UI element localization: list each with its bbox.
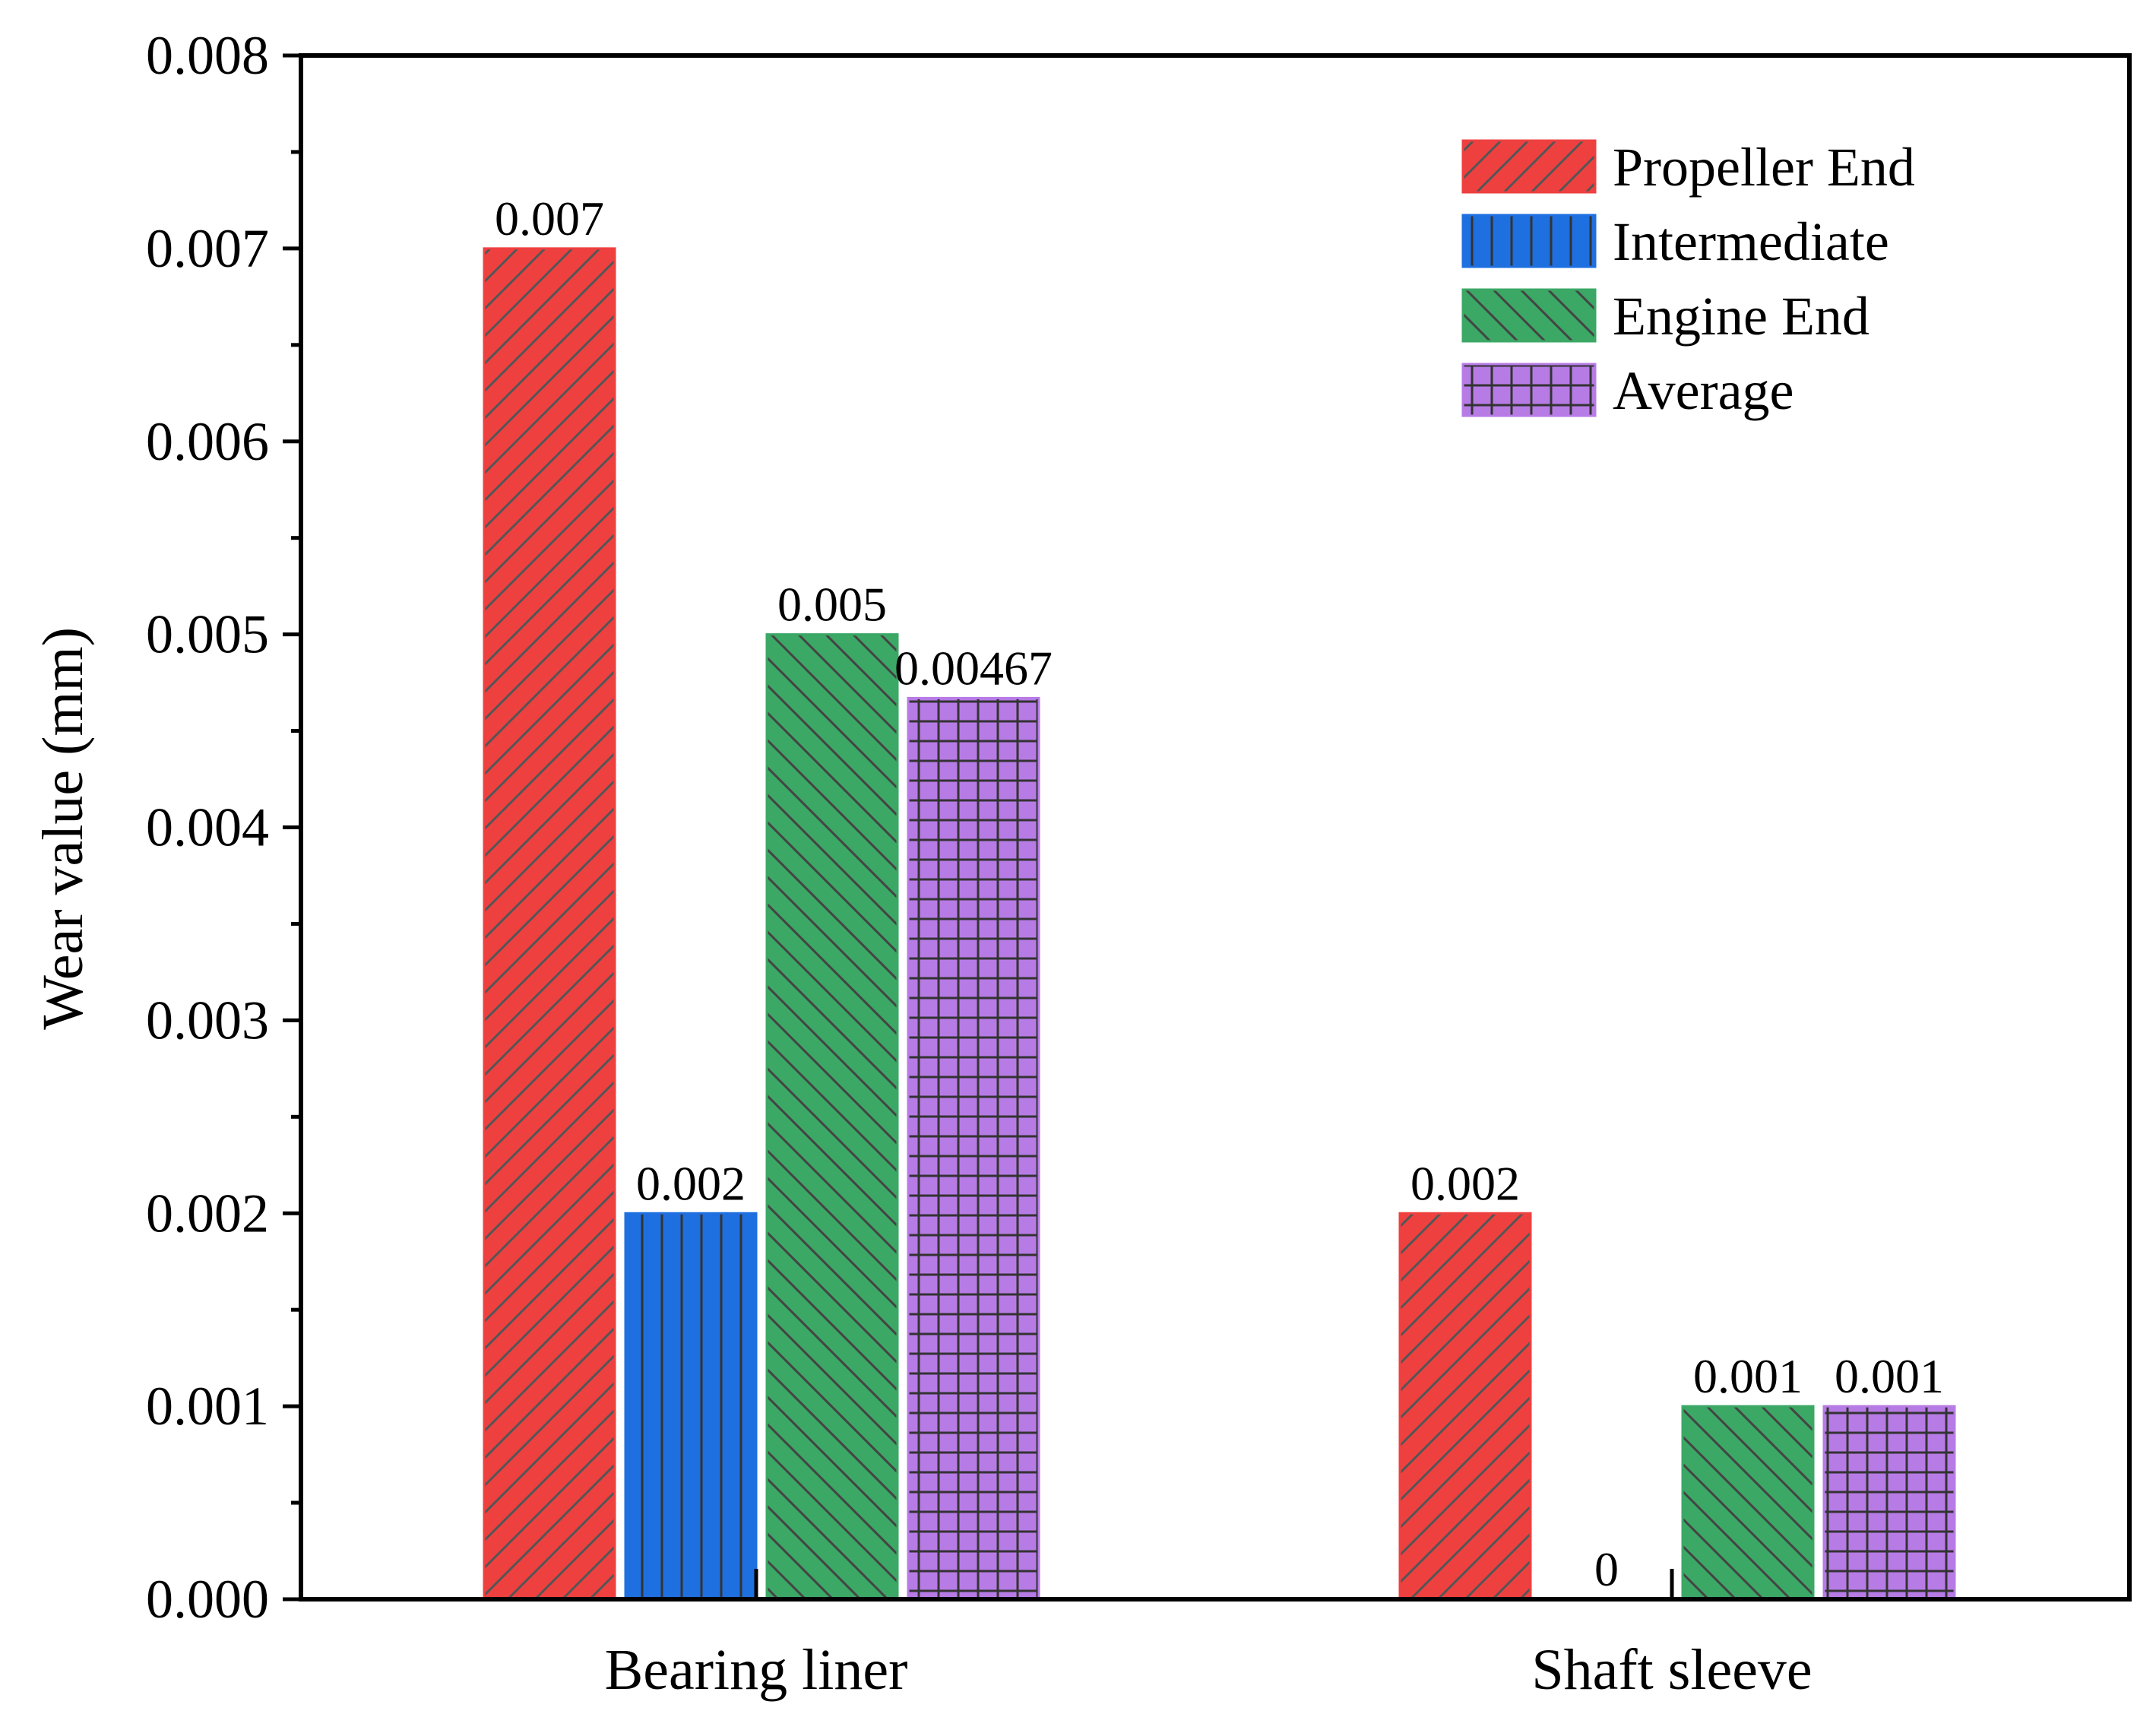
x-category-label: Bearing liner: [605, 1638, 908, 1702]
y-tick-label: 0.006: [146, 411, 269, 472]
legend-label-propeller-end: Propeller End: [1613, 137, 1915, 198]
x-axis-ticks: [754, 1569, 1674, 1599]
y-axis-title: Wear value (mm): [31, 627, 95, 1030]
data-labels-layer: 0.007 0.002 0.002 0 0.005 0.001 0.00467 0.001: [495, 192, 1944, 1596]
y-tick-label: 0.001: [146, 1376, 269, 1437]
y-axis-ticks: [283, 53, 301, 1602]
bars-layer: [483, 247, 1956, 1601]
y-tick-label: 0.000: [146, 1569, 269, 1630]
bar-bearing-liner-engine-end: [765, 633, 899, 1601]
y-tick-label: 0.004: [146, 797, 269, 858]
bar-shaft-sleeve-engine-end: [1681, 1405, 1815, 1601]
legend-swatch-propeller-end: [1461, 139, 1597, 194]
bar-bearing-liner-propeller-end: [483, 247, 616, 1601]
y-tick-label: 0.008: [146, 25, 269, 86]
x-category-label: Shaft sleeve: [1531, 1638, 1812, 1702]
bar-shaft-sleeve-propeller-end: [1398, 1212, 1532, 1601]
y-tick-label: 0.007: [146, 218, 269, 279]
legend-label-engine-end: Engine End: [1613, 286, 1869, 347]
data-label-shaft-sleeve-engine-end: 0.001: [1693, 1349, 1803, 1403]
bar-bearing-liner-average: [907, 696, 1040, 1601]
y-axis-tick-labels: 0.000 0.001 0.002 0.003 0.004 0.005 0.006 0.007…: [146, 25, 269, 1630]
data-label-shaft-sleeve-intermediate: 0: [1594, 1542, 1619, 1596]
data-label-bearing-liner-average: 0.00467: [894, 641, 1053, 695]
data-label-shaft-sleeve-average: 0.001: [1835, 1349, 1944, 1403]
legend-swatch-average: [1461, 363, 1597, 417]
bar-shaft-sleeve-average: [1822, 1405, 1956, 1601]
legend-swatch-engine-end: [1461, 288, 1597, 343]
legend-label-average: Average: [1613, 360, 1794, 421]
legend-swatch-intermediate: [1461, 214, 1597, 268]
data-label-bearing-liner-engine-end: 0.005: [777, 578, 887, 632]
data-label-shaft-sleeve-propeller-end: 0.002: [1410, 1156, 1520, 1210]
y-tick-label: 0.002: [146, 1183, 269, 1244]
data-label-bearing-liner-propeller-end: 0.007: [495, 192, 604, 246]
legend-label-intermediate: Intermediate: [1613, 211, 1889, 272]
x-axis-category-labels: Bearing liner Shaft sleeve: [605, 1638, 1812, 1702]
bar-bearing-liner-intermediate: [624, 1212, 758, 1601]
legend: Propeller End Intermediate Engine End Avera…: [1461, 137, 1915, 421]
y-tick-label: 0.003: [146, 990, 269, 1050]
data-label-bearing-liner-intermediate: 0.002: [636, 1156, 746, 1210]
y-tick-label: 0.005: [146, 604, 269, 665]
